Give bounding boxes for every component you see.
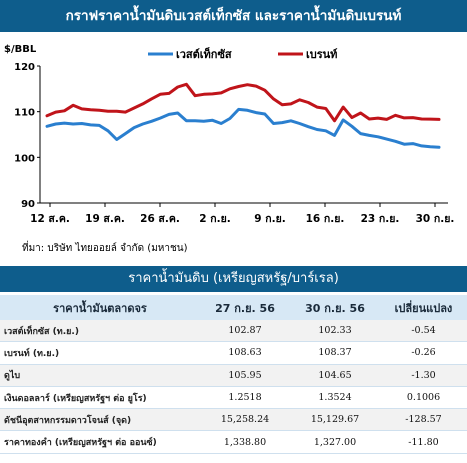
- row-value: 104.65: [290, 364, 380, 387]
- legend-label-brent: เบรนท์: [306, 48, 337, 61]
- row-label: ดัชนีอุตสาหกรรมดาวโจนส์ (จุด): [0, 408, 200, 432]
- legend-label-wti: เวสต์เท็กซัส: [176, 47, 232, 61]
- table-header-row: ราคาน้ำมันตลาดจร 27 ก.ย. 56 30 ก.ย. 56 เ…: [0, 295, 467, 320]
- row-label: ราคาทองคำ (เหรียญสหรัฐฯ ต่อ ออนซ์): [0, 430, 200, 454]
- x-tick-label: 2 ก.ย.: [199, 213, 230, 225]
- row-value: 1,338.80: [200, 430, 290, 454]
- x-tick-label: 23 ก.ย.: [361, 213, 400, 225]
- price-table: ราคาน้ำมันตลาดจร 27 ก.ย. 56 30 ก.ย. 56 เ…: [0, 295, 467, 454]
- row-value: 15,129.67: [290, 408, 380, 432]
- x-tick-label: 12 ส.ค.: [30, 213, 70, 225]
- price-chart: $/BBL เวสต์เท็กซัส เบรนท์ 90 100 110 120 12…: [0, 32, 467, 240]
- table-title-bar: ราคาน้ำมันดิบ (เหรียญสหรัฐ/บาร์เรล): [0, 266, 467, 292]
- row-value: 108.37: [290, 341, 380, 365]
- col-header-date: 30 ก.ย. 56: [290, 295, 380, 320]
- row-label: เงินดอลลาร์ (เหรียญสหรัฐฯ ต่อ ยูโร): [0, 386, 200, 410]
- col-header-change: เปลี่ยนแปลง: [380, 295, 467, 320]
- y-tick-label: 110: [14, 108, 35, 119]
- row-value: -0.26: [380, 341, 467, 365]
- row-value: -1.30: [380, 364, 467, 387]
- source-note: ที่มา: บริษัท ไทยออยล์ จำกัด (มหาชน): [22, 243, 188, 254]
- y-axis-label: $/BBL: [4, 44, 37, 55]
- x-tick-label: 26 ส.ค.: [140, 213, 180, 225]
- y-tick-label: 90: [21, 199, 35, 210]
- table-row: เบรนท์ (ท.ย.) 108.63 108.37 -0.26: [0, 341, 467, 365]
- row-label: เวสต์เท็กซัส (ท.ย.): [0, 320, 200, 343]
- row-value: -11.80: [380, 430, 467, 454]
- row-value: 102.87: [200, 320, 290, 343]
- row-value: 15,258.24: [200, 408, 290, 432]
- table-row: ราคาทองคำ (เหรียญสหรัฐฯ ต่อ ออนซ์) 1,338.…: [0, 430, 467, 454]
- row-value: 1.3524: [290, 386, 380, 410]
- table-row: เวสต์เท็กซัส (ท.ย.) 102.87 102.33 -0.54: [0, 320, 467, 343]
- x-tick-label: 16 ก.ย.: [306, 213, 345, 225]
- x-tick-label: 9 ก.ย.: [254, 213, 285, 225]
- x-tick-label: 19 ส.ค.: [85, 213, 125, 225]
- row-value: 108.63: [200, 341, 290, 365]
- row-value: -0.54: [380, 320, 467, 343]
- chart-title: กราฟราคาน้ำมันดิบเวสต์เท็กซัส และราคาน้ำ…: [65, 8, 402, 24]
- y-tick-label: 120: [14, 62, 35, 73]
- col-header-market: ราคาน้ำมันตลาดจร: [0, 295, 200, 320]
- row-label: เบรนท์ (ท.ย.): [0, 341, 200, 365]
- legend: เวสต์เท็กซัส เบรนท์: [148, 47, 337, 61]
- table-row: ดัชนีอุตสาหกรรมดาวโจนส์ (จุด) 15,258.24 15…: [0, 408, 467, 432]
- y-tick-label: 100: [14, 153, 35, 164]
- col-header-prev-date: 27 ก.ย. 56: [200, 295, 290, 320]
- row-value: -128.57: [380, 408, 467, 432]
- row-value: 0.1006: [380, 386, 467, 410]
- row-value: 105.95: [200, 364, 290, 387]
- table-row: เงินดอลลาร์ (เหรียญสหรัฐฯ ต่อ ยูโร) 1.251…: [0, 386, 467, 410]
- table-title: ราคาน้ำมันดิบ (เหรียญสหรัฐ/บาร์เรล): [128, 271, 339, 286]
- row-value: 1.2518: [200, 386, 290, 410]
- series-line-brent: [45, 82, 441, 123]
- row-value: 102.33: [290, 320, 380, 343]
- row-value: 1,327.00: [290, 430, 380, 454]
- x-tick-label: 30 ก.ย.: [416, 213, 455, 225]
- row-label: ดูไบ: [0, 364, 200, 387]
- chart-title-bar: กราฟราคาน้ำมันดิบเวสต์เท็กซัส และราคาน้ำ…: [0, 0, 467, 32]
- series-line-wti: [45, 107, 441, 149]
- table-row: ดูไบ 105.95 104.65 -1.30: [0, 364, 467, 387]
